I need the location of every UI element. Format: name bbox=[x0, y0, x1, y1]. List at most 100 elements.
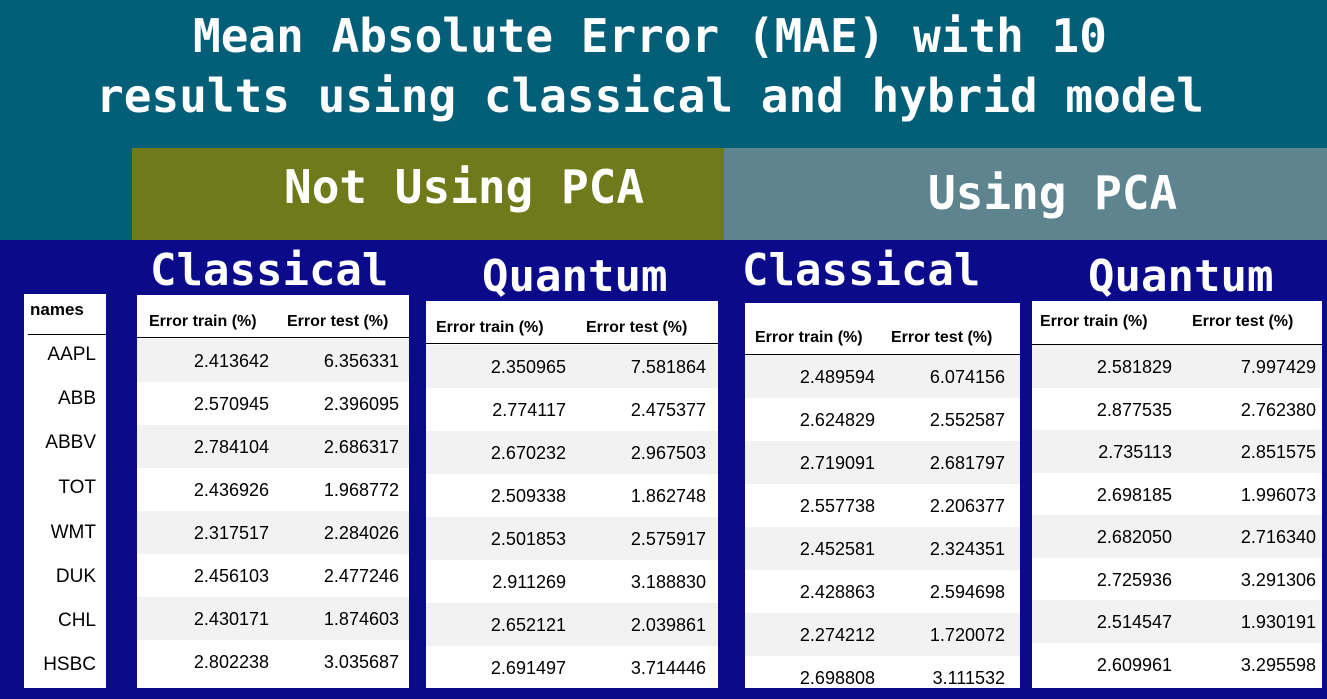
error-test-cell: 2.396095 bbox=[323, 394, 399, 414]
table-row: 2.719091 2.681797 bbox=[745, 441, 1020, 484]
error-train-cell: 2.436926 bbox=[193, 480, 269, 500]
table-row: 2.877535 2.762380 bbox=[1032, 388, 1322, 431]
table-row: 2.509338 1.862748 bbox=[426, 474, 718, 517]
error-train-cell: 2.802238 bbox=[193, 652, 269, 672]
table-row: 2.670232 2.967503 bbox=[426, 431, 718, 474]
table-row: 2.413642 6.356331 bbox=[137, 339, 409, 382]
column-header-error-train: Error train (%) bbox=[436, 319, 544, 336]
error-test-cell: 2.686317 bbox=[323, 437, 399, 457]
name-cell: ABBV bbox=[45, 432, 96, 453]
error-train-cell: 2.509338 bbox=[490, 486, 566, 506]
error-train-cell: 2.735113 bbox=[1098, 442, 1172, 462]
table-row: 2.698185 1.996073 bbox=[1032, 473, 1322, 516]
error-train-cell: 2.652121 bbox=[490, 615, 566, 635]
name-cell: ABB bbox=[57, 388, 96, 409]
error-train-cell: 2.682050 bbox=[1096, 527, 1172, 547]
table-row: 2.557738 2.206377 bbox=[745, 484, 1020, 527]
table-row: 2.691497 3.714446 bbox=[426, 646, 718, 689]
model-label-quantum-not-pca: Quantum bbox=[482, 251, 668, 302]
table-row: 2.274212 1.720072 bbox=[745, 613, 1020, 656]
error-train-cell: 2.691497 bbox=[490, 658, 566, 678]
error-test-cell: 2.206377 bbox=[929, 496, 1005, 516]
error-train-cell: 2.784104 bbox=[193, 437, 269, 457]
table-row: 2.911269 3.188830 bbox=[426, 560, 718, 603]
error-train-cell: 2.877535 bbox=[1096, 399, 1172, 420]
table-row: 2.570945 2.396095 bbox=[137, 382, 409, 425]
error-test-cell: 3.035687 bbox=[323, 652, 399, 672]
error-test-cell: 2.716340 bbox=[1240, 527, 1316, 547]
error-test-cell: 2.681797 bbox=[929, 453, 1005, 473]
error-test-cell: 2.762380 bbox=[1240, 399, 1316, 420]
error-test-cell: 2.475377 bbox=[630, 400, 706, 420]
name-cell: CHL bbox=[57, 610, 96, 631]
header-rule bbox=[1032, 344, 1322, 345]
table-row: 2.489594 6.074156 bbox=[745, 355, 1020, 398]
group-label-not-using-pca: Not Using PCA bbox=[284, 160, 645, 214]
error-test-cell: 1.862748 bbox=[630, 486, 706, 506]
names-header: names bbox=[30, 300, 84, 319]
table-quantum-not-pca: Error train (%) Error test (%) 2.350965 7.5… bbox=[426, 301, 718, 688]
error-test-cell: 2.967503 bbox=[630, 443, 706, 463]
error-train-cell: 2.774117 bbox=[492, 400, 566, 420]
model-label-classical-pca: Classical bbox=[742, 245, 981, 296]
error-test-cell: 2.552587 bbox=[929, 410, 1005, 430]
error-train-cell: 2.698185 bbox=[1096, 484, 1172, 505]
error-test-cell: 1.996073 bbox=[1240, 484, 1316, 505]
error-test-cell: 3.714446 bbox=[630, 658, 706, 678]
error-train-cell: 2.670232 bbox=[490, 443, 566, 463]
table-row: 2.652121 2.039861 bbox=[426, 603, 718, 646]
group-label-using-pca: Using PCA bbox=[928, 166, 1178, 220]
error-train-cell: 2.430171 bbox=[193, 609, 269, 629]
column-header-error-test: Error test (%) bbox=[1192, 313, 1294, 330]
header-rule bbox=[137, 337, 409, 338]
table-row: 2.317517 2.284026 bbox=[137, 511, 409, 554]
name-cell: DUK bbox=[55, 566, 96, 587]
error-test-cell: 1.968772 bbox=[323, 480, 399, 500]
table-row: 2.452581 2.324351 bbox=[745, 527, 1020, 570]
name-cell: HSBC bbox=[43, 654, 96, 675]
table-row: 2.784104 2.686317 bbox=[137, 425, 409, 468]
column-header-error-train: Error train (%) bbox=[755, 329, 863, 346]
title-line-1: Mean Absolute Error (MAE) with 10 bbox=[193, 9, 1107, 63]
error-test-cell: 7.997429 bbox=[1240, 357, 1316, 377]
error-test-cell: 2.477246 bbox=[323, 566, 399, 586]
error-test-cell: 2.575917 bbox=[630, 529, 706, 549]
table-row: 2.609961 3.295598 bbox=[1032, 643, 1322, 686]
name-cell: AAPL bbox=[47, 344, 96, 365]
error-test-cell: 1.874603 bbox=[323, 609, 399, 629]
table-row: 2.735113 2.851575 bbox=[1032, 430, 1322, 473]
error-test-cell: 2.851575 bbox=[1240, 442, 1316, 462]
error-train-cell: 2.624829 bbox=[799, 410, 875, 430]
name-cell: TOT bbox=[58, 477, 96, 498]
error-test-cell: 3.291306 bbox=[1240, 569, 1316, 590]
header-rule bbox=[745, 354, 1020, 355]
group-header-using-pca: Using PCA bbox=[724, 148, 1327, 240]
table-row: 2.514547 1.930191 bbox=[1032, 600, 1322, 643]
table-row: 2.430171 1.874603 bbox=[137, 597, 409, 640]
error-train-cell: 2.725936 bbox=[1096, 569, 1172, 590]
error-train-cell: 2.428863 bbox=[799, 582, 875, 602]
error-test-cell: 3.295598 bbox=[1240, 654, 1316, 675]
error-train-cell: 2.557738 bbox=[799, 496, 875, 516]
error-test-cell: 3.111532 bbox=[932, 668, 1005, 688]
error-train-cell: 2.719091 bbox=[799, 453, 875, 473]
error-train-cell: 2.274212 bbox=[799, 625, 875, 645]
names-column: names AAPL ABB ABBV TOT WMT DUK CHL HSBC bbox=[24, 294, 106, 688]
error-test-cell: 2.594698 bbox=[929, 582, 1005, 602]
error-train-cell: 2.581829 bbox=[1096, 357, 1172, 377]
error-train-cell: 2.698808 bbox=[799, 668, 875, 688]
error-test-cell: 1.720072 bbox=[929, 625, 1005, 645]
group-header-not-using-pca: Not Using PCA bbox=[132, 148, 724, 240]
column-header-error-test: Error test (%) bbox=[586, 319, 688, 336]
error-test-cell: 7.581864 bbox=[630, 357, 706, 377]
name-cell: WMT bbox=[50, 522, 96, 543]
table-row: 2.725936 3.291306 bbox=[1032, 558, 1322, 601]
error-train-cell: 2.350965 bbox=[490, 357, 566, 377]
table-row: 2.682050 2.716340 bbox=[1032, 515, 1322, 558]
column-header-error-train: Error train (%) bbox=[149, 313, 257, 330]
error-train-cell: 2.489594 bbox=[799, 367, 875, 387]
error-test-cell: 2.324351 bbox=[929, 539, 1005, 559]
page-title: Mean Absolute Error (MAE) with 10 result… bbox=[0, 6, 1300, 126]
table-row: 2.456103 2.477246 bbox=[137, 554, 409, 597]
names-header-rule bbox=[28, 334, 106, 335]
